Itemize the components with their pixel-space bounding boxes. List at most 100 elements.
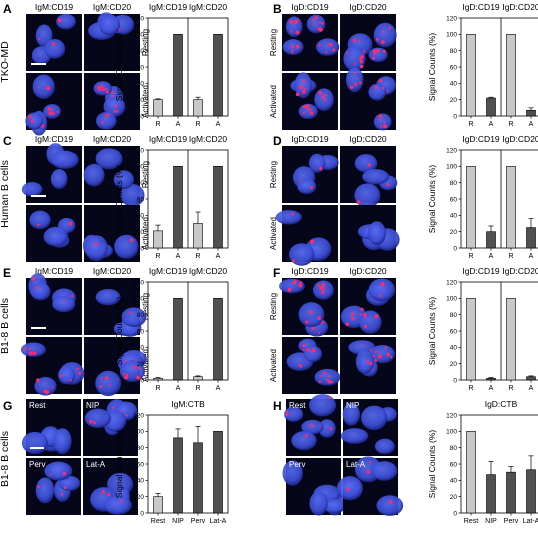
cell-nucleus: [35, 477, 55, 504]
x-tick-label: NIP: [485, 518, 497, 525]
y-tick-label: 20: [450, 97, 458, 104]
pla-signal-dot: [386, 90, 389, 93]
bar-a: [526, 109, 536, 117]
y-tick-label: 40: [137, 478, 145, 485]
cell-nucleus: [345, 67, 364, 93]
chart-title-left: IgD:CD19: [462, 266, 500, 276]
condition-label: Resting: [269, 29, 278, 56]
pla-signal-dot: [57, 18, 62, 23]
panel-d-bar-chart: IgD:CD19 IgD:CD20 0 20 40 60 80 100 120 Signal Co…: [427, 134, 538, 260]
y-tick-label: 120: [133, 412, 144, 419]
pla-signal-dot: [129, 238, 134, 242]
y-tick-label: 40: [450, 345, 458, 352]
panel-c-bar-chart: IgM:CD19 IgM:CD20 0 20 40 60 80 100 120 Signal Co…: [114, 134, 229, 260]
panel-f: F IgD:CD19 IgD:CD20RestingActivatedIgD:CD1…: [269, 266, 538, 394]
pla-signal-dot: [360, 307, 364, 311]
condition-label: Activated: [141, 217, 150, 250]
y-tick-label: 120: [446, 147, 457, 154]
bar-a: [213, 166, 223, 249]
pla-signal-dot: [120, 499, 123, 503]
chart-title-right: IgM:CD20: [189, 2, 228, 12]
cell-nucleus: [83, 163, 105, 187]
column-label: IgM:CD20: [93, 266, 132, 276]
panel-d: D IgD:CD19 IgD:CD20RestingActivatedIgD:CD1…: [269, 134, 538, 266]
tile-cells: [25, 74, 62, 136]
y-tick-label: 20: [450, 361, 458, 368]
pla-signal-dot: [354, 72, 357, 75]
bar-a: [526, 376, 536, 381]
pla-signal-dot: [114, 106, 118, 109]
pla-signal-dot: [366, 360, 370, 364]
pla-signal-dot: [328, 42, 332, 47]
y-tick-label: 120: [446, 279, 457, 286]
x-tick-label: A: [529, 121, 534, 128]
pla-signal-dot: [29, 351, 33, 356]
pla-signal-dot: [31, 277, 36, 281]
cell-nucleus: [340, 428, 369, 444]
cell-nucleus: [373, 22, 397, 48]
pla-signal-dot: [346, 487, 350, 492]
pla-signal-dot: [311, 18, 315, 22]
pla-signal-dot: [318, 380, 322, 383]
cell-nucleus: [95, 370, 122, 397]
panel-g: G Rest NIP Perv Lat-A IgM:CTB 0 20 40 60 80 100 120 S…: [3, 399, 229, 525]
x-tick-label: R: [468, 121, 473, 128]
x-tick-label: R: [508, 121, 513, 128]
condition-label: Resting: [269, 161, 278, 188]
y-tick-label: 100: [446, 164, 457, 171]
tile-cells: [28, 273, 77, 313]
tile-label: Perv: [29, 460, 45, 469]
y-tick-label: 80: [450, 312, 458, 319]
y-tick-label: 60: [450, 461, 458, 468]
cell-nucleus: [362, 169, 390, 185]
y-tick-label: 40: [450, 478, 458, 485]
tile-cells: [84, 399, 138, 436]
cell-nucleus: [52, 295, 76, 313]
y-tick-label: 0: [453, 510, 457, 517]
column-label: IgD:CD19: [291, 266, 329, 276]
pla-signal-dot: [382, 30, 385, 34]
cell-nucleus: [21, 431, 48, 455]
bar-lat-a: [526, 469, 536, 514]
tile-label: Lat-A: [346, 460, 366, 469]
pla-signal-dot: [374, 350, 377, 354]
bar-r: [193, 223, 203, 249]
x-tick-label: A: [216, 121, 221, 128]
pla-signal-dot: [111, 406, 115, 409]
column-label: IgM:CD20: [93, 2, 132, 12]
pla-signal-dot: [368, 460, 372, 463]
y-tick-label: 100: [133, 164, 144, 171]
pla-signal-dot: [105, 88, 108, 91]
y-tick-label: 80: [137, 180, 145, 187]
bar-r: [193, 376, 203, 381]
pla-signal-dot: [345, 322, 350, 326]
x-tick-label: R: [468, 253, 473, 260]
pla-signal-dot: [70, 295, 74, 298]
pla-signal-dot: [107, 493, 111, 497]
cell-nucleus: [322, 499, 347, 514]
column-label: IgD:CD19: [291, 2, 329, 12]
pla-signal-dot: [388, 500, 393, 505]
pla-signal-dot: [318, 90, 323, 95]
pla-signal-dot: [305, 320, 309, 324]
pla-signal-dot: [369, 362, 373, 366]
tile-cells: [336, 456, 404, 516]
pla-signal-dot: [382, 49, 386, 53]
y-tick-label: 60: [450, 64, 458, 71]
cell-nucleus: [355, 349, 374, 375]
column-label: IgD:CD20: [349, 2, 387, 12]
pla-signal-dot: [37, 223, 40, 226]
pla-signal-dot: [314, 24, 317, 27]
pla-signal-dot: [309, 310, 313, 315]
pla-signal-dot: [98, 88, 101, 92]
tile-cells: [343, 22, 397, 72]
condition-label: Resting: [141, 161, 150, 188]
panel-h-bar-chart: IgD:CTB 0 20 40 60 80 100 120 Signal Counts (%) R…: [427, 399, 538, 525]
pla-signal-dot: [28, 114, 32, 119]
pla-signal-dot: [373, 49, 377, 53]
panel-letter: H: [273, 399, 282, 413]
tile-cells: [21, 143, 79, 197]
cell-nucleus: [342, 403, 361, 426]
pla-signal-dot: [386, 352, 390, 357]
bar-r: [506, 34, 516, 117]
